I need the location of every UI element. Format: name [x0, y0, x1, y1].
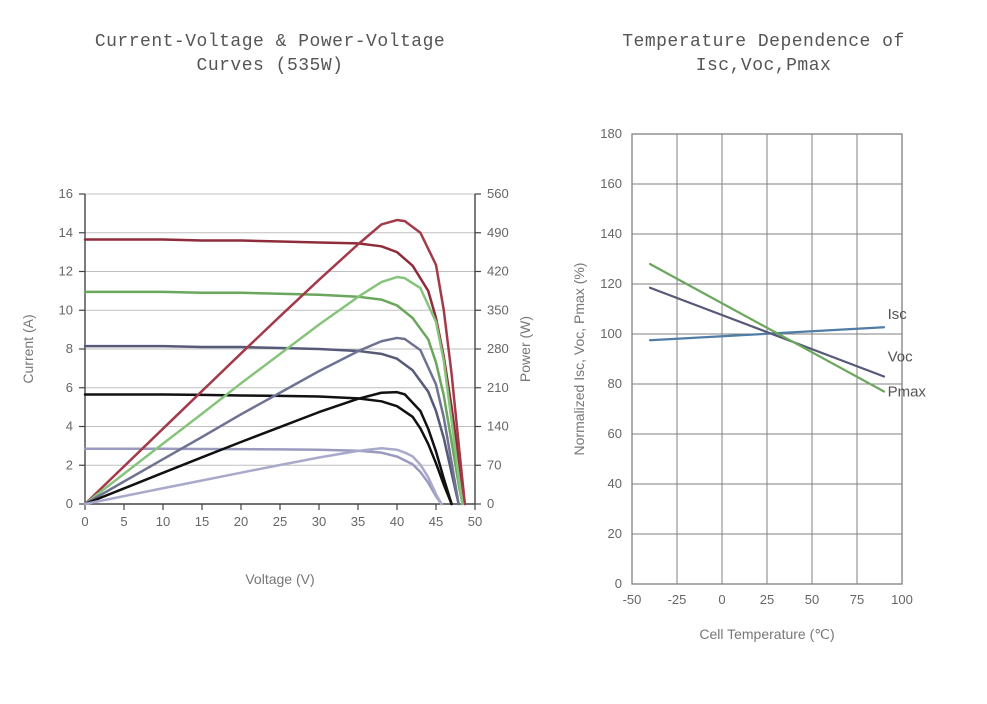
svg-text:180: 180 — [600, 126, 622, 141]
svg-text:45: 45 — [429, 514, 443, 529]
left-chart-title: Current-Voltage & Power-Voltage Curves (… — [0, 30, 540, 79]
svg-text:10: 10 — [59, 302, 73, 317]
right-panel: Temperature Dependence of Isc,Voc,Pmax -… — [540, 0, 987, 700]
left-title-line2: Curves (535W) — [197, 56, 344, 76]
svg-text:420: 420 — [487, 263, 509, 278]
svg-text:60: 60 — [608, 426, 622, 441]
svg-text:70: 70 — [487, 457, 501, 472]
svg-text:140: 140 — [600, 226, 622, 241]
svg-text:6: 6 — [66, 379, 73, 394]
svg-text:Voc: Voc — [888, 348, 914, 365]
svg-text:25: 25 — [273, 514, 287, 529]
svg-text:0: 0 — [487, 496, 494, 511]
right-title-line2: Isc,Voc,Pmax — [696, 56, 832, 76]
svg-text:25: 25 — [760, 592, 774, 607]
svg-text:20: 20 — [608, 526, 622, 541]
svg-text:100: 100 — [891, 592, 913, 607]
svg-text:Isc: Isc — [888, 306, 908, 323]
left-chart-svg: 0 5 10 15 20 25 30 35 40 45 50 0 2 4 6 8 10 12 14 16 0 70 140 2… — [0, 79, 540, 679]
svg-text:0: 0 — [81, 514, 88, 529]
svg-text:8: 8 — [66, 341, 73, 356]
svg-text:40: 40 — [390, 514, 404, 529]
svg-text:Current (A): Current (A) — [20, 314, 36, 383]
svg-text:0: 0 — [615, 576, 622, 591]
chart-pair: Current-Voltage & Power-Voltage Curves (… — [0, 0, 987, 700]
right-title-line1: Temperature Dependence of — [622, 32, 905, 52]
svg-text:280: 280 — [487, 341, 509, 356]
svg-text:5: 5 — [120, 514, 127, 529]
svg-text:350: 350 — [487, 302, 509, 317]
svg-text:140: 140 — [487, 418, 509, 433]
svg-text:560: 560 — [487, 186, 509, 201]
svg-text:120: 120 — [600, 276, 622, 291]
svg-text:100: 100 — [600, 326, 622, 341]
svg-text:0: 0 — [66, 496, 73, 511]
svg-text:Normalized Isc, Voc, Pmax (%): Normalized Isc, Voc, Pmax (%) — [571, 262, 587, 455]
svg-text:490: 490 — [487, 224, 509, 239]
right-chart-title: Temperature Dependence of Isc,Voc,Pmax — [540, 30, 987, 79]
svg-text:0: 0 — [718, 592, 725, 607]
svg-text:16: 16 — [59, 186, 73, 201]
svg-text:50: 50 — [468, 514, 482, 529]
svg-text:Pmax: Pmax — [888, 383, 927, 400]
svg-text:50: 50 — [805, 592, 819, 607]
svg-text:30: 30 — [312, 514, 326, 529]
svg-text:12: 12 — [59, 263, 73, 278]
svg-text:35: 35 — [351, 514, 365, 529]
left-panel: Current-Voltage & Power-Voltage Curves (… — [0, 0, 540, 700]
svg-text:4: 4 — [66, 418, 73, 433]
right-chart-svg: -50 -25 0 25 50 75 100 0 20 40 60 80 100 120 140 160 180… — [540, 79, 987, 699]
svg-text:-50: -50 — [623, 592, 642, 607]
svg-text:14: 14 — [59, 224, 73, 239]
svg-text:10: 10 — [156, 514, 170, 529]
svg-text:80: 80 — [608, 376, 622, 391]
svg-text:40: 40 — [608, 476, 622, 491]
svg-text:160: 160 — [600, 176, 622, 191]
svg-text:Power (W): Power (W) — [517, 316, 533, 382]
svg-text:75: 75 — [850, 592, 864, 607]
svg-text:-25: -25 — [668, 592, 687, 607]
svg-text:20: 20 — [234, 514, 248, 529]
svg-text:Cell Temperature (℃): Cell Temperature (℃) — [699, 626, 834, 642]
svg-text:210: 210 — [487, 379, 509, 394]
svg-text:15: 15 — [195, 514, 209, 529]
svg-text:2: 2 — [66, 457, 73, 472]
svg-text:Voltage (V): Voltage (V) — [245, 571, 314, 587]
left-title-line1: Current-Voltage & Power-Voltage — [95, 32, 445, 52]
